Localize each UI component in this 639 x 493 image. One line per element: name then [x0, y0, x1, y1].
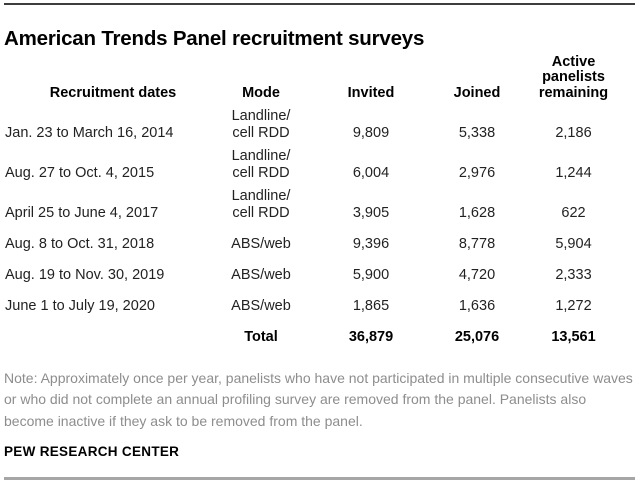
bottom-divider: [4, 476, 635, 480]
table-row: Aug. 19 to Nov. 30, 2019 ABS/web 5,900 4…: [4, 258, 635, 289]
cell-mode: ABS/web: [231, 267, 291, 283]
cell-joined: 8,778: [458, 236, 496, 252]
cell-invited: 6,004: [352, 165, 390, 181]
cell-mode: Landline/ cell RDD: [231, 188, 291, 221]
header-mode: Mode: [242, 84, 280, 101]
cell-remaining: 1,244: [555, 165, 592, 181]
cell-remaining: 5,904: [555, 236, 592, 252]
total-invited: 36,879: [348, 329, 394, 345]
source-label: PEW RESEARCH CENTER: [4, 443, 180, 459]
table-row: April 25 to June 4, 2017 Landline/ cell …: [4, 187, 635, 227]
header-active-panelists-remaining: Active panelists remaining: [538, 53, 609, 101]
cell-joined: 4,720: [458, 267, 496, 283]
cell-invited: 9,809: [352, 125, 390, 141]
note-text: Note: Approximately once per year, panel…: [4, 370, 633, 429]
header-invited: Invited: [347, 84, 395, 101]
cell-remaining: 2,333: [555, 267, 592, 283]
cell-invited: 5,900: [352, 267, 390, 283]
cell-joined: 2,976: [458, 165, 496, 181]
page-title: American Trends Panel recruitment survey…: [4, 27, 425, 50]
cell-invited: 3,905: [352, 205, 390, 221]
cell-dates: Aug. 8 to Oct. 31, 2018: [5, 236, 155, 252]
cell-dates: Aug. 19 to Nov. 30, 2019: [5, 267, 165, 283]
cell-remaining: 1,272: [555, 298, 592, 314]
cell-remaining: 2,186: [555, 125, 592, 141]
cell-invited: 9,396: [352, 236, 390, 252]
cell-dates: Jan. 23 to March 16, 2014: [5, 125, 174, 141]
table-row: June 1 to July 19, 2020 ABS/web 1,865 1,…: [4, 289, 635, 320]
cell-dates: Aug. 27 to Oct. 4, 2015: [5, 165, 155, 181]
cell-joined: 1,628: [458, 205, 496, 221]
cell-mode: ABS/web: [231, 298, 291, 314]
total-row: Total 36,879 25,076 13,561: [4, 320, 635, 351]
total-label: Total: [244, 329, 278, 345]
recruitment-table: Recruitment dates Mode Invited Joined Ac…: [4, 51, 635, 351]
header-joined: Joined: [453, 84, 501, 101]
total-remaining: 13,561: [551, 329, 596, 345]
total-spacer: [4, 320, 222, 351]
table-row: Jan. 23 to March 16, 2014 Landline/ cell…: [4, 107, 635, 147]
cell-mode: ABS/web: [231, 236, 291, 252]
total-joined: 25,076: [454, 329, 500, 345]
table-row: Aug. 27 to Oct. 4, 2015 Landline/ cell R…: [4, 147, 635, 187]
cell-joined: 1,636: [458, 298, 496, 314]
header-recruitment-dates: Recruitment dates: [49, 84, 177, 101]
cell-dates: June 1 to July 19, 2020: [5, 298, 155, 314]
cell-joined: 5,338: [458, 125, 496, 141]
cell-remaining: 622: [561, 205, 586, 221]
cell-mode: Landline/ cell RDD: [231, 148, 291, 181]
header-row: Recruitment dates Mode Invited Joined Ac…: [4, 51, 635, 107]
cell-invited: 1,865: [352, 298, 390, 314]
top-divider: [4, 3, 635, 5]
cell-dates: April 25 to June 4, 2017: [5, 205, 159, 221]
table-row: Aug. 8 to Oct. 31, 2018 ABS/web 9,396 8,…: [4, 227, 635, 258]
cell-mode: Landline/ cell RDD: [231, 108, 291, 141]
